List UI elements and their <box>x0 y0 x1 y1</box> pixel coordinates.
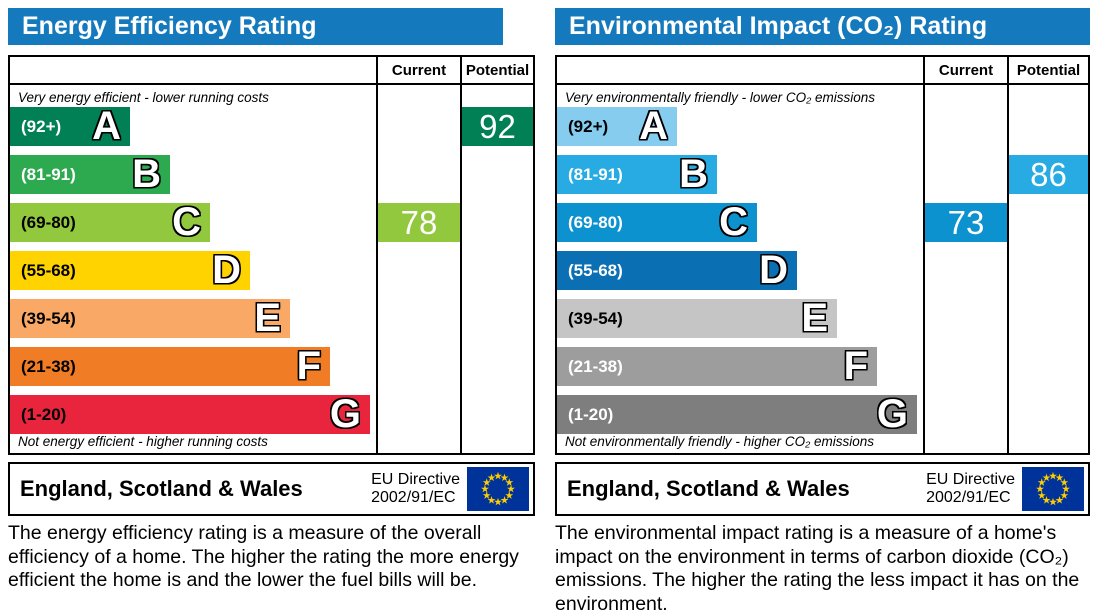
band-range-label: (55-68) <box>568 260 623 280</box>
band-range-label: (21-38) <box>568 356 623 376</box>
band-letter: C <box>171 200 202 244</box>
rating-band-a: (92+) A <box>557 104 677 148</box>
eu-directive-line2: 2002/91/EC <box>926 489 1011 506</box>
potential-rating-value: 92 <box>479 107 516 145</box>
band-letter: E <box>253 296 282 340</box>
potential-rating-marker: 92 <box>462 107 533 146</box>
band-range-label: (39-54) <box>568 308 623 328</box>
region-footer: England, Scotland & Wales EU Directive 2… <box>555 462 1090 516</box>
header-divider <box>10 83 533 85</box>
top-caption: Very energy efficient - lower running co… <box>18 90 269 105</box>
rating-band-b: (81-91) B <box>10 152 170 196</box>
band-range-label: (21-38) <box>21 356 76 376</box>
band-range-label: (39-54) <box>21 308 76 328</box>
region-footer: England, Scotland & Wales EU Directive 2… <box>8 462 535 516</box>
potential-column-header: Potential <box>465 61 530 79</box>
region-label: England, Scotland & Wales <box>20 476 303 501</box>
band-range-label: (1-20) <box>568 404 614 424</box>
potential-rating-value: 86 <box>1030 155 1067 193</box>
current-column-divider <box>376 57 378 453</box>
energy-rating-description: The energy efficiency rating is a measur… <box>8 522 519 591</box>
rating-band-a: (92+) A <box>10 104 130 148</box>
eu-directive-line2: 2002/91/EC <box>371 489 456 506</box>
band-letter: B <box>678 152 709 196</box>
energy-rating-chart: Current Potential Very energy efficient … <box>8 55 535 455</box>
current-column-header: Current <box>391 61 447 79</box>
rating-band-b: (81-91) B <box>557 152 717 196</box>
rating-band-f: (21-38) F <box>10 344 330 388</box>
potential-column-header: Potential <box>1016 61 1081 79</box>
band-range-label: (92+) <box>21 116 62 136</box>
region-label: England, Scotland & Wales <box>567 476 850 501</box>
potential-column-divider <box>1007 57 1009 453</box>
rating-band-c: (69-80) C <box>10 200 210 244</box>
rating-band-c: (69-80) C <box>557 200 757 244</box>
environmental-rating-chart: Current Potential Very environmentally f… <box>555 55 1090 455</box>
eu-directive-line1: EU Directive <box>371 471 460 489</box>
rating-band-d: (55-68) D <box>557 248 797 292</box>
band-letter: D <box>211 248 242 292</box>
environmental-rating-description: The environmental impact rating is a mea… <box>555 522 1080 615</box>
band-letter: A <box>638 104 669 148</box>
band-letter: G <box>329 392 362 436</box>
band-range-label: (69-80) <box>21 212 76 232</box>
header-divider <box>557 83 1088 85</box>
rating-band-e: (39-54) E <box>557 296 837 340</box>
band-letter: F <box>296 344 322 388</box>
rating-band-d: (55-68) D <box>10 248 250 292</box>
band-range-label: (1-20) <box>21 404 67 424</box>
rating-band-g: (1-20) G <box>10 392 370 436</box>
eu-directive-label: EU Directive 2002/91/EC <box>926 471 1015 507</box>
panel-title-text: Environmental Impact (CO₂) Rating <box>569 12 988 40</box>
band-letter: C <box>718 200 749 244</box>
current-column-divider <box>923 57 925 453</box>
rating-band-e: (39-54) E <box>10 296 290 340</box>
energy-panel-title: Energy Efficiency Rating <box>8 8 503 45</box>
potential-column-divider <box>460 57 462 453</box>
environment-panel-title: Environmental Impact (CO₂) Rating <box>555 8 1090 45</box>
current-rating-value: 78 <box>400 203 438 241</box>
bottom-caption: Not environmentally friendly - higher CO… <box>565 434 875 449</box>
band-letter: G <box>876 392 909 436</box>
potential-rating-marker: 86 <box>1009 155 1088 194</box>
current-column-header: Current <box>938 61 994 79</box>
current-rating-marker: 78 <box>378 203 460 242</box>
eu-flag-icon <box>1022 467 1084 511</box>
band-range-label: (81-91) <box>21 164 76 184</box>
rating-band-g: (1-20) G <box>557 392 917 436</box>
energy-efficiency-panel: Energy Efficiency Rating Current Potenti… <box>8 8 535 593</box>
band-letter: B <box>131 152 162 196</box>
eu-flag-icon <box>467 467 529 511</box>
band-letter: F <box>843 344 869 388</box>
eu-directive-line1: EU Directive <box>926 471 1015 489</box>
band-letter: E <box>800 296 829 340</box>
top-caption: Very environmentally friendly - lower CO… <box>565 90 875 105</box>
band-range-label: (92+) <box>568 116 609 136</box>
eu-directive-label: EU Directive 2002/91/EC <box>371 471 460 507</box>
current-rating-value: 73 <box>947 203 985 241</box>
bottom-caption: Not energy efficient - higher running co… <box>18 434 268 449</box>
panel-title-text: Energy Efficiency Rating <box>22 12 317 40</box>
band-range-label: (81-91) <box>568 164 623 184</box>
band-letter: D <box>758 248 789 292</box>
environmental-impact-panel: Environmental Impact (CO₂) Rating Curren… <box>555 8 1090 616</box>
rating-band-f: (21-38) F <box>557 344 877 388</box>
band-range-label: (55-68) <box>21 260 76 280</box>
band-range-label: (69-80) <box>568 212 623 232</box>
current-rating-marker: 73 <box>925 203 1007 242</box>
band-letter: A <box>91 104 122 148</box>
